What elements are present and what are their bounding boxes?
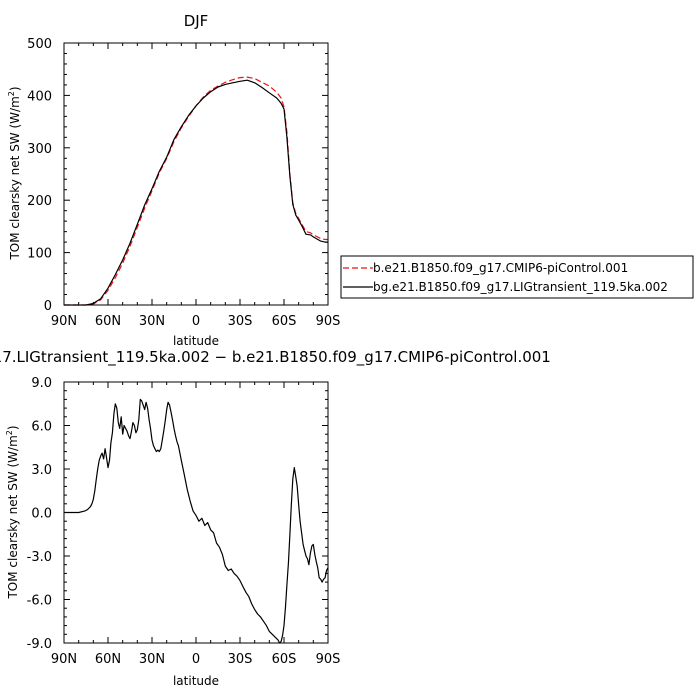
plot-series (64, 398, 329, 644)
x-tick-label: 90S (316, 652, 341, 667)
series-line-1 (64, 76, 328, 306)
y-ticks: 0 100 200 300 400 500 (27, 37, 328, 314)
y-tick-label: 3.0 (31, 463, 52, 478)
x-tick-label: 0 (192, 652, 200, 667)
series-line-1 (64, 398, 329, 644)
x-tick-label: 60S (272, 652, 297, 667)
chart-title: bg.e21.B1850.f09_g17.LIGtransient_119.5k… (0, 348, 551, 367)
y-tick-label: 0.0 (31, 507, 52, 522)
x-tick-label: 90N (51, 652, 77, 667)
x-tick-label: 30S (228, 652, 253, 667)
y-tick-label: -6.0 (27, 594, 52, 609)
plot-series (64, 76, 328, 306)
panel-difference: bg.e21.B1850.f09_g17.LIGtransient_119.5k… (0, 348, 551, 688)
x-tick-label: 60N (95, 652, 121, 667)
chart-title: DJF (184, 12, 209, 30)
y-tick-label: -3.0 (27, 550, 52, 565)
x-ticks: 90N 60N 30N 0 30S 60S 90S (51, 382, 341, 667)
y-tick-label: 300 (27, 142, 52, 157)
x-tick-label: 30S (228, 314, 253, 329)
legend: b.e21.B1850.f09_g17.CMIP6-piControl.001 … (340, 255, 694, 299)
x-tick-label: 90N (51, 314, 77, 329)
series-line-2 (64, 79, 328, 306)
legend-label-series-2: bg.e21.B1850.f09_g17.LIGtransient_119.5k… (373, 280, 668, 294)
y-axis-label-close: ) (6, 425, 20, 430)
x-tick-label: 30N (139, 314, 165, 329)
y-ticks: -9.0 -6.0 -3.0 0.0 3.0 6.0 9.0 (27, 376, 328, 652)
y-tick-label: 9.0 (31, 376, 52, 391)
y-axis-label-superscript: 2 (5, 430, 14, 435)
legend-label-series-1: b.e21.B1850.f09_g17.CMIP6-piControl.001 (373, 261, 628, 275)
x-tick-label: 60N (95, 314, 121, 329)
x-tick-label: 90S (316, 314, 341, 329)
x-tick-label: 0 (192, 314, 200, 329)
y-tick-label: -9.0 (27, 637, 52, 652)
plot-frame (63, 42, 329, 306)
y-tick-label: 6.0 (31, 420, 52, 435)
y-tick-label: 500 (27, 37, 52, 52)
x-tick-label: 60S (272, 314, 297, 329)
y-axis-label-superscript: 2 (7, 91, 16, 96)
y-tick-label: 100 (27, 247, 52, 262)
x-axis-label: latitude (173, 334, 219, 348)
y-tick-label: 0 (44, 299, 52, 314)
y-axis-label: TOM clearsky net SW (W/m2) (5, 425, 20, 599)
y-axis-label: TOM clearsky net SW (W/m2) (7, 86, 22, 260)
y-tick-label: 400 (27, 89, 52, 104)
panel-djf: DJF TOM clearsky net SW (W/m2) latitude … (7, 12, 340, 348)
x-ticks: 90N 60N 30N 0 30S 60S 90S (51, 43, 341, 329)
legend-box (340, 255, 694, 299)
y-tick-label: 200 (27, 194, 52, 209)
x-tick-label: 30N (139, 652, 165, 667)
y-axis-label-close: ) (8, 86, 22, 91)
x-axis-label: latitude (173, 674, 219, 688)
plot-frame (63, 381, 329, 644)
